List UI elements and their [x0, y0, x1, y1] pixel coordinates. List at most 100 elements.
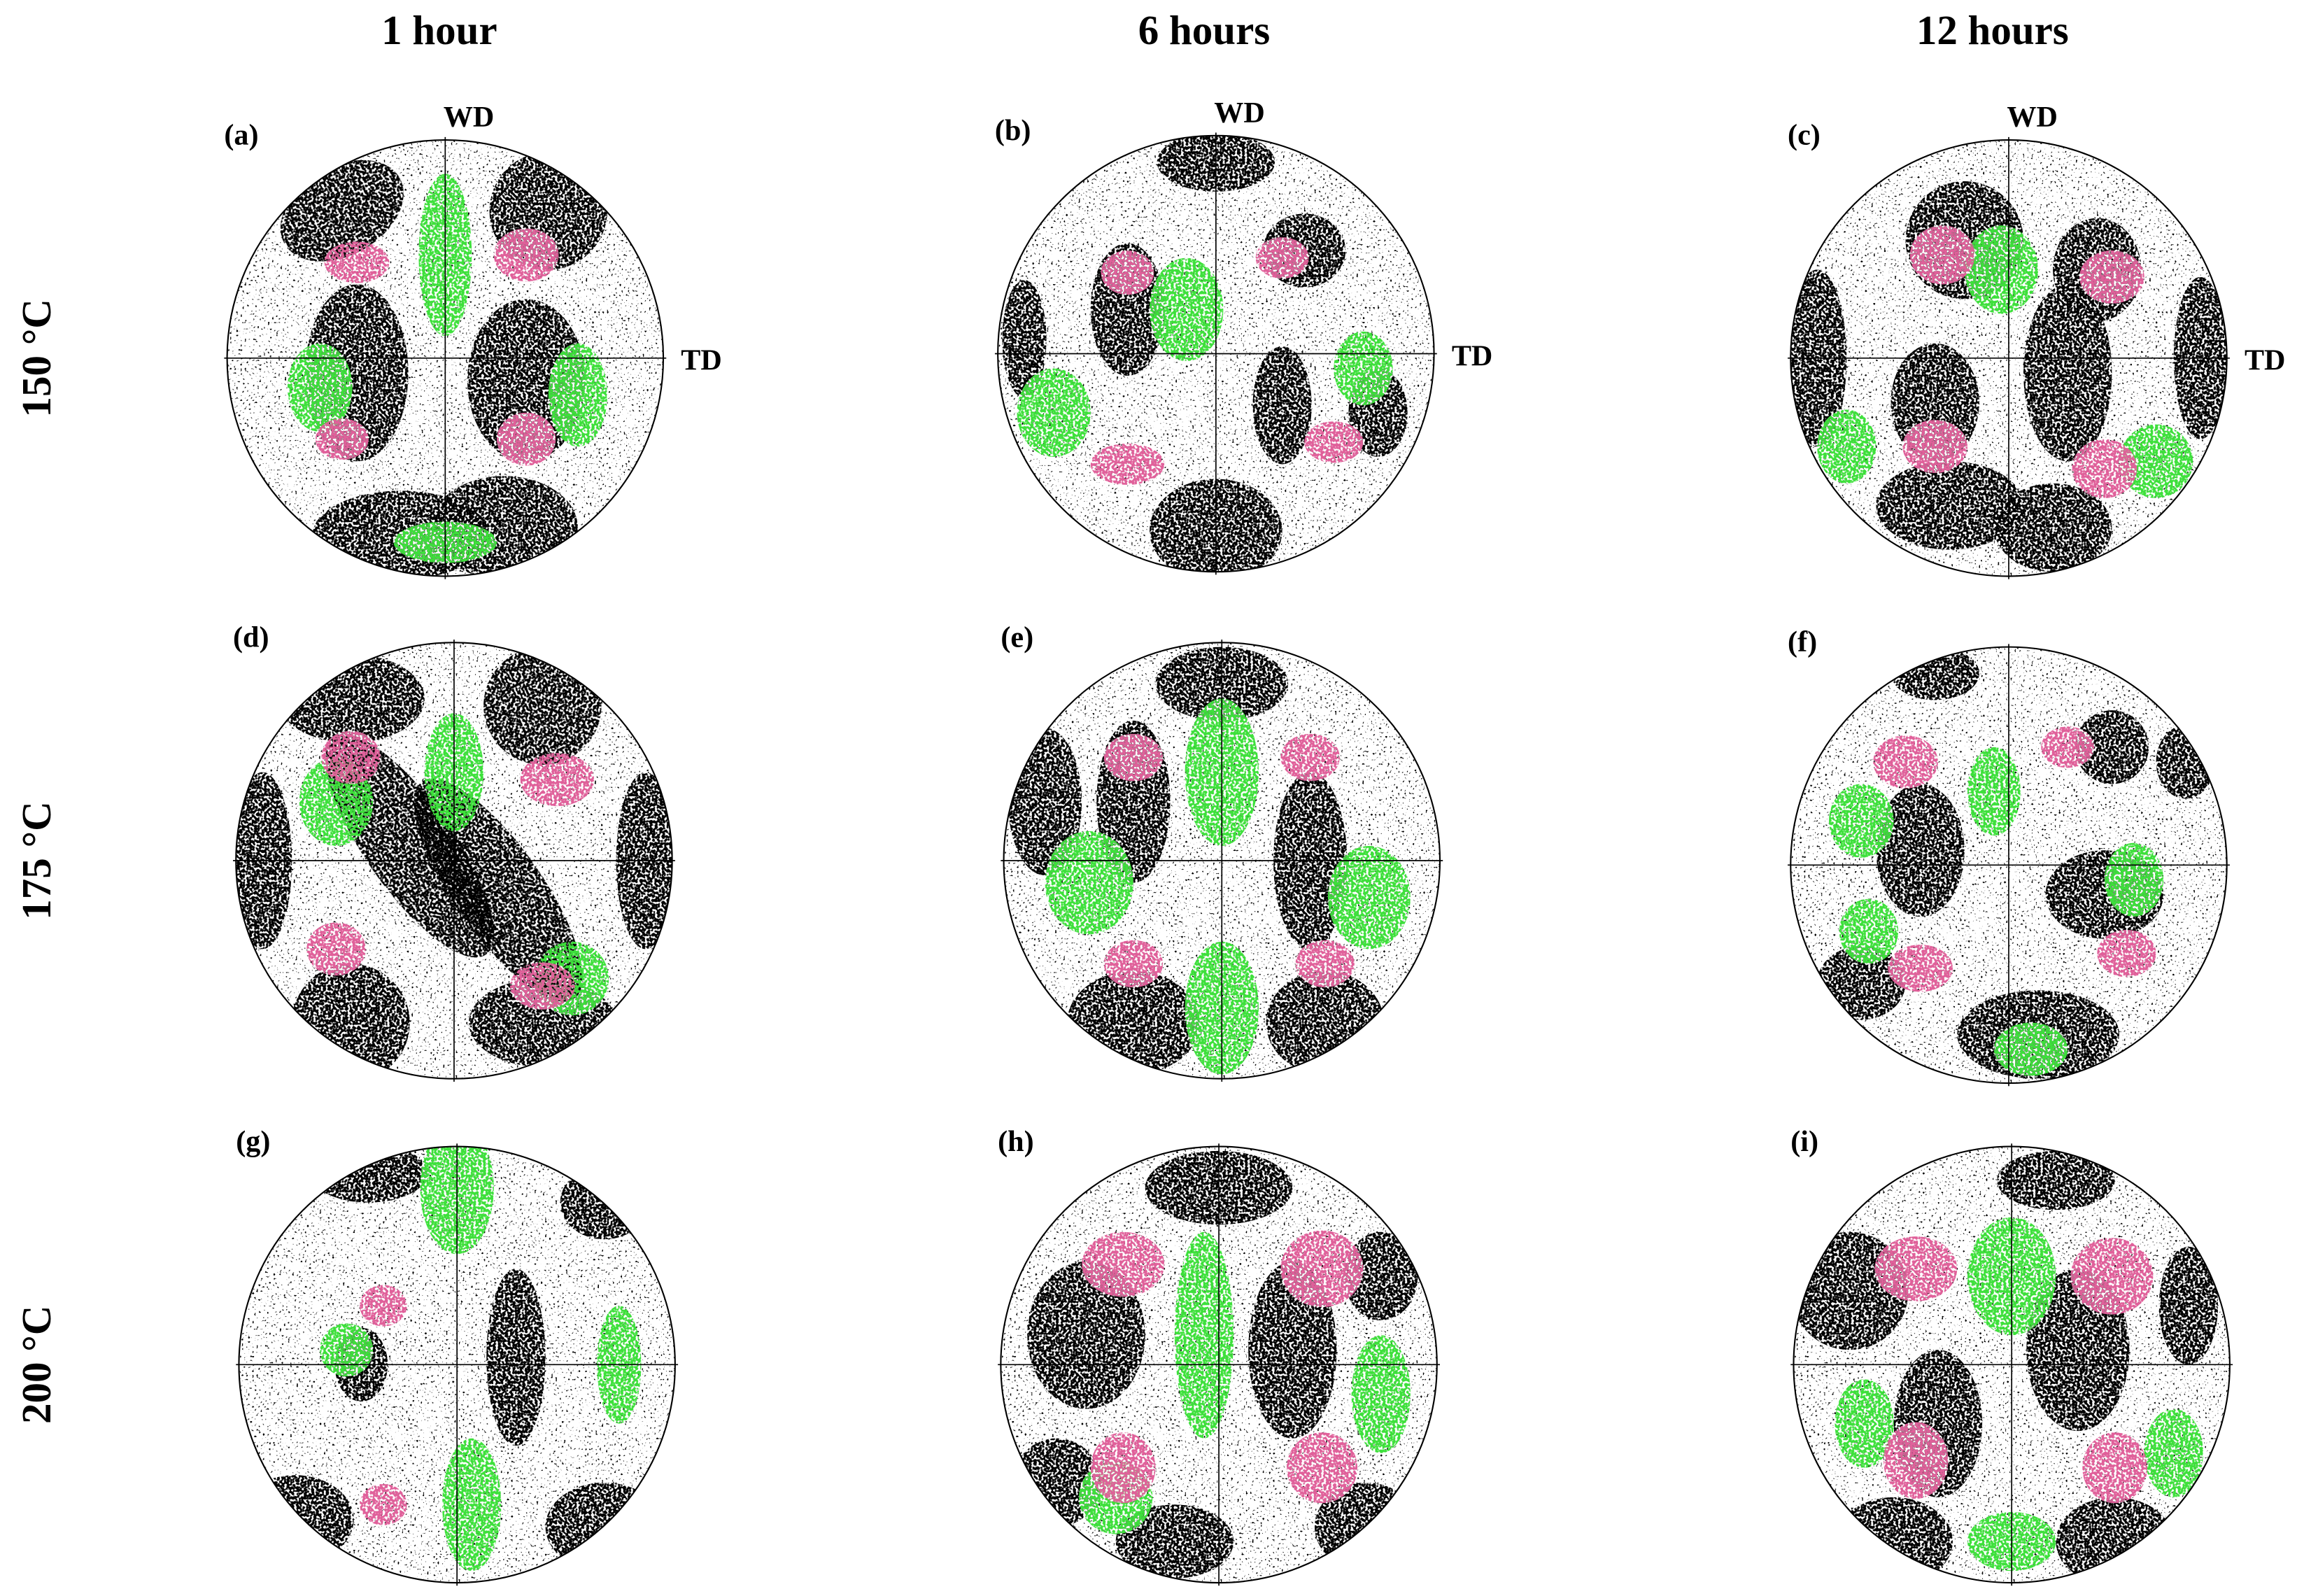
point-cluster [520, 753, 595, 807]
point-cluster [292, 963, 410, 1079]
point-cluster [509, 962, 575, 1010]
point-cluster [1082, 1231, 1165, 1297]
point-cluster [545, 1482, 664, 1572]
point-cluster [486, 1269, 546, 1446]
pole-figure-points [227, 140, 664, 577]
point-cluster [2104, 842, 2164, 917]
point-cluster [1351, 1335, 1411, 1453]
wd-label: WD [2007, 101, 2058, 134]
point-cluster [1027, 1261, 1145, 1409]
point-cluster [1344, 1231, 1418, 1321]
point-cluster [324, 241, 390, 283]
point-cluster [1090, 443, 1165, 485]
pole-figure-points [1001, 1146, 1437, 1583]
point-cluster [1103, 940, 1164, 988]
point-cluster [2023, 284, 2112, 462]
point-cluster [1876, 784, 1965, 917]
point-cluster [1817, 409, 1877, 483]
point-cluster [1174, 1231, 1234, 1439]
point-cluster [560, 1165, 649, 1240]
panel-label: (g) [236, 1125, 270, 1158]
point-cluster [2070, 1238, 2154, 1315]
point-cluster [1964, 225, 2039, 314]
point-cluster [2156, 725, 2215, 799]
row-label: 150 °C [13, 299, 59, 417]
point-cluster [1835, 1497, 1953, 1583]
point-cluster [1304, 421, 1364, 463]
point-cluster [1993, 483, 2112, 572]
point-cluster [239, 1475, 354, 1564]
point-cluster [1255, 237, 1309, 279]
pole-figure-boundary [997, 134, 1435, 573]
point-cluster [1902, 420, 1968, 474]
point-cluster [497, 412, 556, 466]
point-cluster [442, 1438, 502, 1572]
point-cluster [287, 343, 353, 432]
point-cluster [306, 922, 366, 976]
pole-figure-boundary [1000, 1145, 1438, 1584]
panel-label: (e) [1001, 621, 1033, 654]
point-cluster [2079, 250, 2144, 304]
point-cluster [1874, 1236, 1958, 1301]
point-cluster [315, 418, 369, 460]
pole-figure-boundary [235, 642, 673, 1080]
pole-figure: (d) [233, 621, 675, 1082]
column-header: 6 hours [1138, 7, 1270, 53]
point-cluster [2075, 710, 2149, 784]
pole-figure: (g) [236, 1125, 679, 1586]
point-cluster [2041, 726, 2095, 768]
wd-label: WD [444, 101, 495, 134]
pole-figure-boundary [1790, 139, 2228, 577]
point-cluster [360, 1483, 407, 1525]
point-cluster [1334, 331, 1393, 406]
point-cluster [2056, 1497, 2174, 1583]
point-cluster [320, 1323, 374, 1377]
panel-label: (d) [233, 621, 269, 654]
td-label: TD [1452, 339, 1493, 372]
pole-figure: (b) WD TD [995, 97, 1493, 575]
point-cluster [2119, 424, 2193, 498]
row-label: 200 °C [13, 1306, 59, 1424]
point-cluster [1883, 1422, 1949, 1499]
point-cluster [1101, 250, 1154, 295]
pole-figure-boundary [1793, 1145, 2231, 1584]
point-cluster [1045, 831, 1133, 935]
point-cluster [1090, 1432, 1156, 1504]
point-cluster [321, 730, 381, 784]
row-label: 175 °C [13, 801, 59, 919]
pole-figure: (e) [1001, 621, 1443, 1082]
point-cluster [1280, 1230, 1364, 1308]
point-cluster [1103, 733, 1164, 782]
point-cluster [1286, 1432, 1358, 1504]
pole-figure: (h) [998, 1125, 1440, 1586]
pole-figure-boundary [1790, 646, 2228, 1085]
pole-figure: (a) WD TD [224, 101, 722, 579]
point-cluster [277, 654, 425, 743]
pole-figure: (f) [1788, 626, 2230, 1087]
point-cluster [1967, 747, 2021, 836]
panel-label: (b) [995, 114, 1031, 147]
point-cluster [1888, 945, 1953, 992]
point-cluster [1017, 368, 1091, 457]
pole-figure-boundary [226, 139, 665, 577]
point-cluster [1835, 1379, 1894, 1468]
panel-label: (c) [1788, 118, 1821, 151]
panel-label: (a) [224, 118, 258, 151]
point-cluster [1115, 1504, 1234, 1579]
point-cluster [1829, 784, 1894, 858]
point-cluster [360, 1285, 407, 1327]
point-cluster [1327, 845, 1411, 949]
point-cluster [548, 343, 607, 447]
td-label: TD [2245, 344, 2285, 377]
pole-figure: (i) [1790, 1125, 2233, 1586]
point-cluster [1295, 940, 1355, 988]
panel-label: (i) [1790, 1125, 1818, 1158]
point-cluster [1150, 257, 1224, 362]
point-cluster [2072, 439, 2137, 498]
point-cluster [1252, 346, 1312, 465]
wd-label: WD [1214, 97, 1265, 129]
point-cluster [2082, 1432, 2147, 1504]
point-cluster [1873, 735, 1938, 789]
point-cluster [1280, 733, 1340, 782]
